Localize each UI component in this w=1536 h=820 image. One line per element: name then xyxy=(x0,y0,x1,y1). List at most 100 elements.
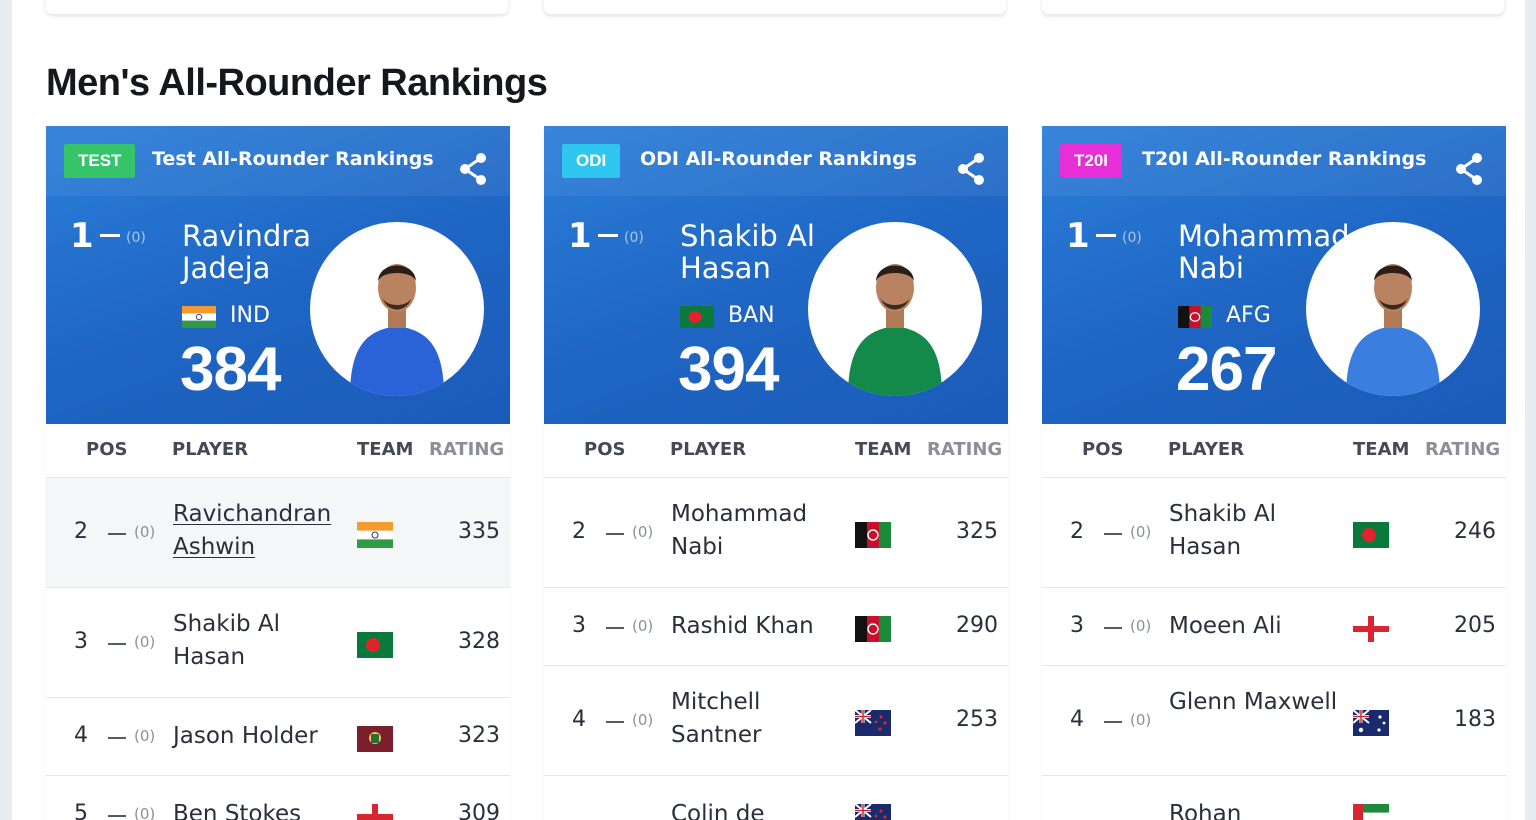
header-rating: RATING xyxy=(429,439,504,460)
table-header: POS PLAYER TEAM RATING xyxy=(46,424,510,478)
leader-name[interactable]: Shakib Al Hasan xyxy=(680,220,820,284)
header-pos: POS xyxy=(86,439,127,460)
leader-panel[interactable]: TEST Test All-Rounder Rankings 1 (0) Ravindr… xyxy=(46,126,510,424)
table-row[interactable]: 2 (0) Shakib Al Hasan 246 xyxy=(1042,478,1506,588)
player-name-link[interactable]: Moeen Ali xyxy=(1169,610,1339,643)
row-change: (0) xyxy=(632,523,653,541)
row-position: 2 xyxy=(1070,519,1084,544)
no-change-icon xyxy=(606,627,624,629)
leader-panel[interactable]: T20I T20I All-Rounder Rankings 1 (0) Mohamma… xyxy=(1042,126,1506,424)
player-name-link[interactable]: Colin de xyxy=(671,798,841,820)
table-row[interactable]: 2 (0) Ravichandran Ashwin 335 xyxy=(46,478,510,588)
player-name-link[interactable]: Ravichandran Ashwin xyxy=(173,498,343,564)
leader-photo xyxy=(808,222,982,396)
bangladesh-flag-icon xyxy=(680,306,714,328)
leader-rating: 267 xyxy=(1176,334,1276,405)
afghanistan-flag-icon xyxy=(855,616,891,642)
header-rating: RATING xyxy=(927,439,1002,460)
header-team: TEAM xyxy=(1353,439,1409,460)
leader-name[interactable]: Mohammad Nabi xyxy=(1178,220,1318,284)
header-player: PLAYER xyxy=(670,439,746,460)
no-change-icon xyxy=(1104,533,1122,535)
row-position: 4 xyxy=(74,723,88,748)
player-name-link[interactable]: Mohammad Nabi xyxy=(671,498,841,564)
no-change-icon xyxy=(598,234,618,237)
player-name-link[interactable]: Ben Stokes xyxy=(173,798,343,820)
table-row[interactable]: 3 (0) Moeen Ali 205 xyxy=(1042,588,1506,666)
india-flag-icon xyxy=(357,522,393,548)
player-name-link[interactable]: Glenn Maxwell xyxy=(1169,686,1339,719)
row-change: (0) xyxy=(134,727,155,745)
row-rating: 290 xyxy=(956,613,998,638)
format-badge: TEST xyxy=(64,144,135,178)
no-change-icon xyxy=(108,643,126,645)
row-position: 4 xyxy=(572,707,586,732)
row-change: (0) xyxy=(134,523,155,541)
table-row[interactable]: 4 (0) Glenn Maxwell 183 xyxy=(1042,666,1506,776)
row-change: (0) xyxy=(1130,523,1151,541)
player-name-link[interactable]: Shakib Al Hasan xyxy=(1169,498,1339,564)
player-name-link[interactable]: Rohan xyxy=(1169,798,1339,820)
table-row[interactable]: 4 (0) Jason Holder 323 xyxy=(46,698,510,776)
no-change-icon xyxy=(108,737,126,739)
new-zealand-flag-icon xyxy=(855,710,891,736)
no-change-icon xyxy=(108,533,126,535)
table-header: POS PLAYER TEAM RATING xyxy=(1042,424,1506,478)
row-position: 3 xyxy=(1070,613,1084,638)
row-rating: 335 xyxy=(458,519,500,544)
table-header: POS PLAYER TEAM RATING xyxy=(544,424,1008,478)
header-team: TEAM xyxy=(855,439,911,460)
header-player: PLAYER xyxy=(1168,439,1244,460)
previous-card xyxy=(1042,0,1504,14)
player-name-link[interactable]: Rashid Khan xyxy=(671,610,841,643)
header-rating: RATING xyxy=(1425,439,1500,460)
header-pos: POS xyxy=(584,439,625,460)
leader-photo xyxy=(1306,222,1480,396)
leader-panel[interactable]: ODI ODI All-Rounder Rankings 1 (0) Shakib Al… xyxy=(544,126,1008,424)
table-row[interactable]: 3 (0) Shakib Al Hasan 328 xyxy=(46,588,510,698)
no-change-icon xyxy=(1104,721,1122,723)
row-position: 5 xyxy=(74,801,88,820)
table-row[interactable]: Colin de xyxy=(544,776,1008,820)
table-row[interactable]: 4 (0) Mitchell Santner 253 xyxy=(544,666,1008,776)
header-player: PLAYER xyxy=(172,439,248,460)
previous-card xyxy=(544,0,1006,14)
player-name-link[interactable]: Jason Holder xyxy=(173,720,343,753)
row-position: 2 xyxy=(74,519,88,544)
leader-change: (0) xyxy=(624,230,644,246)
header-pos: POS xyxy=(1082,439,1123,460)
no-change-icon xyxy=(1104,627,1122,629)
no-change-icon xyxy=(108,815,126,817)
leader-rating: 394 xyxy=(678,334,778,405)
header-team: TEAM xyxy=(357,439,413,460)
row-change: (0) xyxy=(632,711,653,729)
row-change: (0) xyxy=(1130,711,1151,729)
rankings-page: Men's All-Rounder Rankings TEST Test All-… xyxy=(12,0,1525,820)
row-rating: 183 xyxy=(1454,707,1496,732)
row-position: 3 xyxy=(74,629,88,654)
leader-position: 1 xyxy=(568,216,592,256)
share-icon[interactable] xyxy=(956,152,986,186)
row-rating: 309 xyxy=(458,801,500,820)
row-rating: 253 xyxy=(956,707,998,732)
row-position: 2 xyxy=(572,519,586,544)
ranking-card-t20i: T20I T20I All-Rounder Rankings 1 (0) Mohamma… xyxy=(1042,126,1506,820)
leader-position: 1 xyxy=(1066,216,1090,256)
leader-team: BAN xyxy=(728,303,775,328)
no-change-icon xyxy=(100,234,120,237)
table-row[interactable]: 5 (0) Ben Stokes 309 xyxy=(46,776,510,820)
india-flag-icon xyxy=(182,306,216,328)
west-indies-flag-icon xyxy=(357,726,393,752)
share-icon[interactable] xyxy=(458,152,488,186)
uae-flag-icon xyxy=(1353,804,1389,820)
ranking-card-odi: ODI ODI All-Rounder Rankings 1 (0) Shakib Al… xyxy=(544,126,1008,820)
player-name-link[interactable]: Mitchell Santner xyxy=(671,686,841,752)
table-row[interactable]: 3 (0) Rashid Khan 290 xyxy=(544,588,1008,666)
table-row[interactable]: Rohan xyxy=(1042,776,1506,820)
no-change-icon xyxy=(606,533,624,535)
leader-name[interactable]: Ravindra Jadeja xyxy=(182,220,322,284)
player-name-link[interactable]: Shakib Al Hasan xyxy=(173,608,343,674)
share-icon[interactable] xyxy=(1454,152,1484,186)
table-row[interactable]: 2 (0) Mohammad Nabi 325 xyxy=(544,478,1008,588)
bangladesh-flag-icon xyxy=(357,632,393,658)
